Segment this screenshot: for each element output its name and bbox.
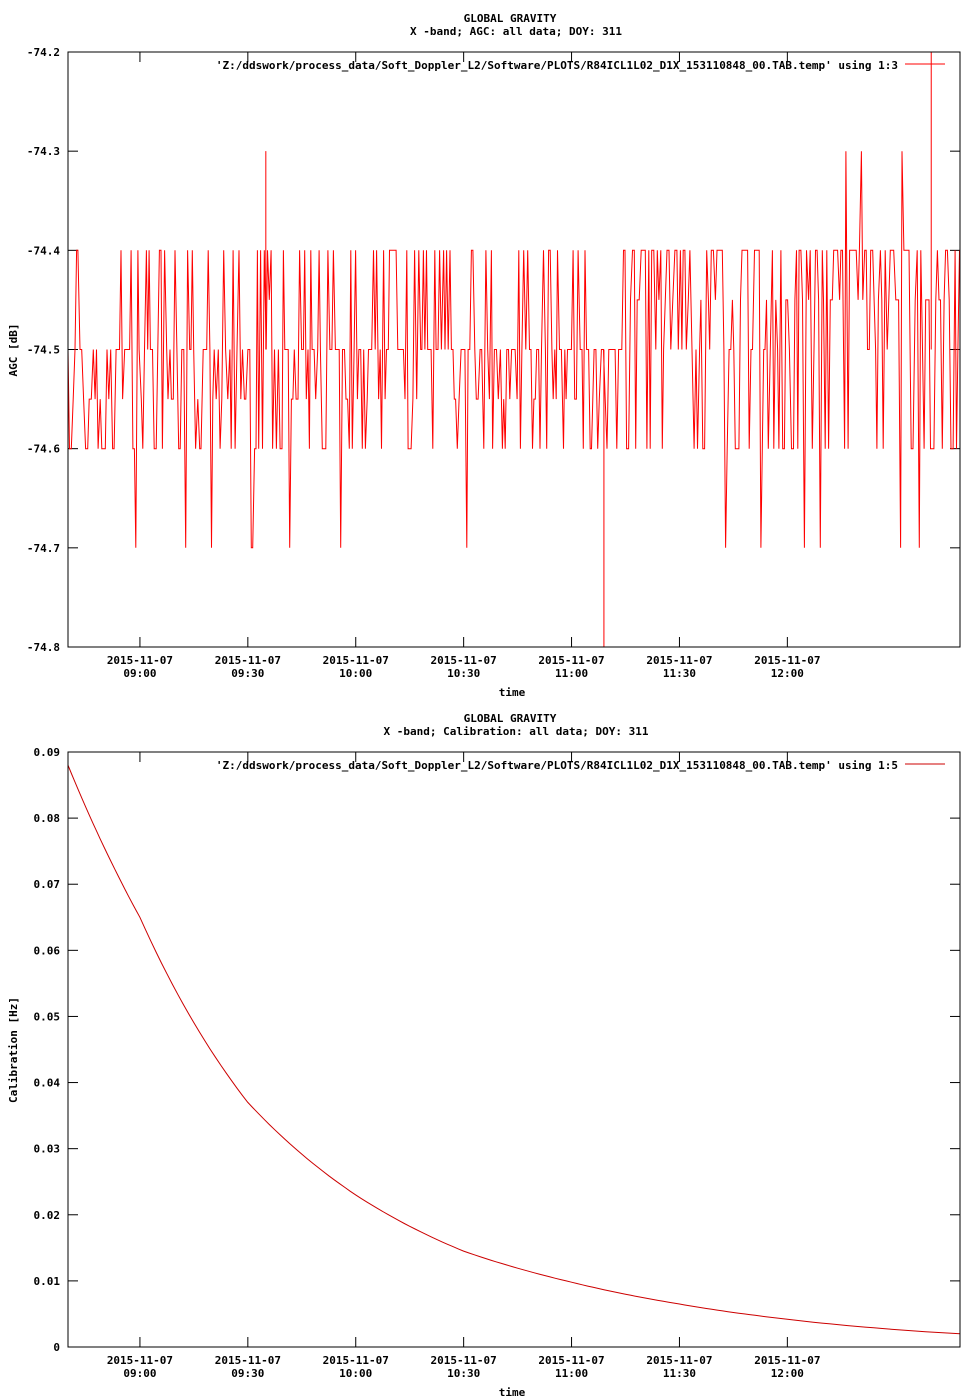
agc-chart-title: GLOBAL GRAVITY bbox=[464, 12, 557, 25]
agc-x-axis-label: time bbox=[499, 686, 526, 699]
calibration-chart: GLOBAL GRAVITY X -band; Calibration: all… bbox=[7, 712, 961, 1399]
calibration-y-tick-label: 0 bbox=[53, 1341, 60, 1354]
calibration-x-tick-time: 09:00 bbox=[123, 1367, 156, 1380]
calibration-y-tick-label: 0.06 bbox=[34, 944, 61, 957]
calibration-y-tick-label: 0.04 bbox=[34, 1077, 61, 1090]
agc-x-tick-date: 2015-11-07 bbox=[215, 654, 281, 667]
calibration-plot-frame bbox=[67, 751, 961, 1348]
calibration-chart-subtitle: X -band; Calibration: all data; DOY: 311 bbox=[384, 725, 649, 738]
agc-x-tick-date: 2015-11-07 bbox=[323, 654, 389, 667]
calibration-y-tick-label: 0.02 bbox=[34, 1209, 61, 1222]
agc-x-tick-time: 11:00 bbox=[555, 667, 588, 680]
agc-y-tick-label: -74.5 bbox=[27, 344, 60, 357]
calibration-y-axis-label: Calibration [Hz] bbox=[7, 997, 20, 1103]
agc-y-tick-label: -74.6 bbox=[27, 443, 60, 456]
agc-x-tick-date: 2015-11-07 bbox=[538, 654, 604, 667]
calibration-x-tick-time: 09:30 bbox=[231, 1367, 264, 1380]
agc-plot-frame bbox=[67, 51, 961, 648]
calibration-series-line bbox=[67, 765, 961, 1335]
calibration-x-tick-date: 2015-11-07 bbox=[215, 1354, 281, 1367]
agc-x-tick-time: 11:30 bbox=[663, 667, 696, 680]
agc-y-tick-label: -74.2 bbox=[27, 46, 60, 59]
calibration-y-tick-label: 0.07 bbox=[34, 878, 61, 891]
agc-x-tick-time: 12:00 bbox=[771, 667, 804, 680]
calibration-x-tick-date: 2015-11-07 bbox=[538, 1354, 604, 1367]
calibration-series bbox=[67, 765, 961, 1335]
calibration-x-tick-time: 11:00 bbox=[555, 1367, 588, 1380]
calibration-axes: 0.09 0.08 0.07 0.06 0.05 0.04 0.03 0.02 0.01 0 201… bbox=[34, 746, 960, 1380]
agc-y-tick-label: -74.4 bbox=[27, 244, 60, 257]
agc-y-tick-label: -74.7 bbox=[27, 542, 60, 555]
calibration-chart-title: GLOBAL GRAVITY bbox=[464, 712, 557, 725]
calibration-x-tick-date: 2015-11-07 bbox=[431, 1354, 497, 1367]
agc-axes: -74.2 -74.3 -74.4 -74.5 -74.6 -74.7 -74.8 2015-… bbox=[27, 46, 960, 680]
calibration-x-tick-date: 2015-11-07 bbox=[646, 1354, 712, 1367]
calibration-x-tick-time: 10:00 bbox=[339, 1367, 372, 1380]
calibration-legend-label: 'Z:/ddswork/process_data/Soft_Doppler_L2… bbox=[216, 759, 898, 772]
calibration-x-tick-time: 11:30 bbox=[663, 1367, 696, 1380]
calibration-y-tick-label: 0.05 bbox=[34, 1010, 61, 1023]
calibration-x-tick-time: 10:30 bbox=[447, 1367, 480, 1380]
agc-series bbox=[67, 52, 960, 647]
calibration-y-tick-label: 0.01 bbox=[34, 1275, 61, 1288]
calibration-x-tick-time: 12:00 bbox=[771, 1367, 804, 1380]
agc-y-tick-label: -74.8 bbox=[27, 641, 60, 654]
agc-x-tick-time: 09:00 bbox=[123, 667, 156, 680]
calibration-x-tick-date: 2015-11-07 bbox=[754, 1354, 820, 1367]
agc-y-axis-label: AGC [dB] bbox=[7, 324, 20, 377]
agc-x-tick-date: 2015-11-07 bbox=[646, 654, 712, 667]
agc-x-tick-date: 2015-11-07 bbox=[754, 654, 820, 667]
calibration-y-tick-label: 0.08 bbox=[34, 812, 61, 825]
agc-x-tick-time: 09:30 bbox=[231, 667, 264, 680]
calibration-x-axis-label: time bbox=[499, 1386, 526, 1399]
agc-x-tick-date: 2015-11-07 bbox=[107, 654, 173, 667]
agc-series-line bbox=[67, 151, 960, 549]
agc-x-tick-time: 10:00 bbox=[339, 667, 372, 680]
agc-x-tick-date: 2015-11-07 bbox=[431, 654, 497, 667]
agc-x-tick-time: 10:30 bbox=[447, 667, 480, 680]
calibration-x-tick-date: 2015-11-07 bbox=[323, 1354, 389, 1367]
agc-chart: GLOBAL GRAVITY X -band; AGC: all data; D… bbox=[7, 12, 961, 699]
calibration-y-tick-label: 0.09 bbox=[34, 746, 61, 759]
calibration-y-tick-label: 0.03 bbox=[34, 1143, 61, 1156]
agc-legend-label: 'Z:/ddswork/process_data/Soft_Doppler_L2… bbox=[216, 59, 898, 72]
agc-y-tick-label: -74.3 bbox=[27, 145, 60, 158]
agc-chart-subtitle: X -band; AGC: all data; DOY: 311 bbox=[410, 25, 622, 38]
calibration-x-tick-date: 2015-11-07 bbox=[107, 1354, 173, 1367]
